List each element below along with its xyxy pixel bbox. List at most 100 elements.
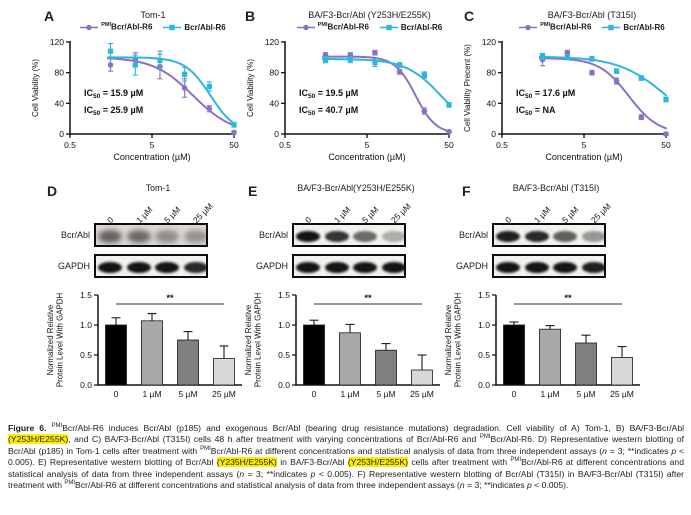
data-point <box>446 128 452 135</box>
blot-row: GAPDH <box>230 254 450 278</box>
series-curve <box>321 58 450 106</box>
y-tick-label: 0 <box>491 129 496 139</box>
ic50-annotation: IC50 = 25.9 µM <box>84 105 143 117</box>
legend-circle-marker-icon <box>296 24 315 30</box>
panel-d-letter: D <box>47 183 58 199</box>
caption-segment: n <box>459 480 465 491</box>
panel-a-title: Tom-1 <box>140 10 166 20</box>
significance-stars: ** <box>166 293 174 303</box>
dose-chart-a: 0 40 80 120 0.5 5 50 Concentration (µM) Cell Via… <box>31 37 239 162</box>
y-tick-label: 1.5 <box>80 290 92 300</box>
panel-b-title: BA/F3-Bcr/Abl (Y253H/E255K) <box>308 10 431 20</box>
bar <box>177 339 199 386</box>
x-tick-label: 0.5 <box>64 140 76 150</box>
caption-segment: < 0.005). E) Representative western blot… <box>8 445 685 468</box>
protein-band <box>296 262 320 273</box>
legend-item: PMIBcr/Abl-R6 <box>80 22 152 32</box>
panel-a-legend: PMIBcr/Abl-R6 Bcr/Abl-R6 <box>64 20 242 34</box>
series-curve <box>321 55 450 133</box>
y-tick-label: 1.0 <box>478 320 490 330</box>
legend-label: Bcr/Abl-R6 <box>623 22 665 32</box>
x-category-label: 25 µM <box>410 389 434 399</box>
protein-band <box>155 230 179 243</box>
protein-band <box>525 231 549 242</box>
panel-d-blot-title: Tom-1 <box>145 183 171 193</box>
data-point <box>638 75 644 81</box>
y-axis-label: Cell Viability (%) <box>246 59 255 117</box>
y-tick-label: 40 <box>270 98 280 108</box>
y-tick-label: 1.5 <box>278 290 290 300</box>
caption-segment: (Y235H/E255K) <box>216 457 277 468</box>
dose-chart-c: 0 40 80 120 0.5 5 50 Concentration (µM) Cell Via… <box>463 37 671 162</box>
data-point <box>181 85 188 91</box>
blot-box <box>492 223 606 247</box>
bar <box>213 358 235 386</box>
blot-row-label: GAPDH <box>455 261 488 271</box>
lane-label: 5 µM <box>161 204 183 225</box>
axes <box>501 41 666 135</box>
protein-band <box>496 262 520 273</box>
caption-segment: < 0.005). <box>531 480 569 491</box>
x-axis-label: Concentration (µM) <box>113 152 190 162</box>
panel-a-letter: A <box>44 8 55 24</box>
bar <box>575 342 597 386</box>
protein-band <box>553 231 577 242</box>
x-category-label: 0 <box>312 389 317 399</box>
panel-b-letter: B <box>245 8 256 24</box>
blot-row: GAPDH <box>32 254 252 278</box>
caption-segment: < 0.005). F) Representative western blot… <box>8 468 685 491</box>
bar <box>105 324 127 386</box>
legend-label: PMIBcr/Abl-R6 <box>101 22 153 32</box>
y-tick-label: 40 <box>487 98 497 108</box>
caption-segment: Bcr/Abl-R6 at different concentrations a… <box>8 457 684 479</box>
legend-label: PMIBcr/Abl-R6 <box>317 22 369 32</box>
caption-segment: Bcr/Abl-R6 induces Bcr/Abl (p185) and ex… <box>62 423 685 433</box>
y-tick-label: 1.5 <box>478 290 490 300</box>
lane-label: 5 µM <box>359 204 381 225</box>
lane-label: 25 µM <box>588 201 613 225</box>
y-axis-label: Cell Viability Precent (%) <box>463 44 472 132</box>
series-curve <box>538 55 667 97</box>
ic50-annotation: IC50 = NA <box>516 105 556 117</box>
blot-row-label: Bcr/Abl <box>60 230 90 240</box>
y-axis-label: Protein Level With GAPDH <box>56 293 65 388</box>
protein-band <box>155 262 179 273</box>
y-axis-label: Normalized Relative <box>444 304 453 375</box>
legend-circle-marker-icon <box>519 24 538 30</box>
ic50-annotation: IC50 = 19.5 µM <box>299 88 358 100</box>
data-point <box>638 114 645 120</box>
lane-label: 25 µM <box>190 201 215 225</box>
caption-segment: cells after treatment with <box>408 457 511 468</box>
caption-segment: Bcr/Abl-R6. D) Representative western bl… <box>8 434 685 456</box>
protein-band <box>553 262 577 273</box>
legend-square-marker-icon <box>602 24 621 30</box>
caption-segment: Bcr/Abl-R6 at different concentrations a… <box>75 480 460 491</box>
data-point <box>421 108 428 114</box>
x-category-label: 1 µM <box>540 389 559 399</box>
legend-label: Bcr/Abl-R6 <box>400 22 443 32</box>
x-category-label: 25 µM <box>212 389 236 399</box>
data-point <box>446 102 452 108</box>
protein-band <box>382 231 404 242</box>
protein-band <box>127 262 151 273</box>
panel-c-legend: PMIBcr/Abl-R6 Bcr/Abl-R6 <box>496 20 688 34</box>
x-tick-label: 50 <box>229 140 239 150</box>
lane-label: 25 µM <box>388 201 413 225</box>
blot-row: Bcr/Abl <box>32 223 252 247</box>
data-point <box>589 56 595 62</box>
protein-band <box>582 262 604 273</box>
data-point <box>613 78 620 84</box>
lane-label: 1 µM <box>531 204 553 225</box>
protein-band <box>325 231 349 242</box>
x-axis-label: Concentration (µM) <box>545 152 622 162</box>
caption-segment: Bcr/Abl-R6 at different concentrations a… <box>210 445 603 456</box>
y-axis-label: Cell Viability (%) <box>31 59 40 117</box>
y-tick-label: 0.5 <box>278 350 290 360</box>
x-tick-label: 5 <box>365 140 370 150</box>
data-point <box>206 105 213 112</box>
legend-item: Bcr/Abl-R6 <box>379 22 443 32</box>
legend-pmi-superscript: PMI <box>101 22 112 29</box>
panel-a: A Tom-1 PMIBcr/Abl-R6 Bcr/Abl-R6 0 40 80 120… <box>30 6 242 182</box>
protein-band <box>184 262 206 273</box>
